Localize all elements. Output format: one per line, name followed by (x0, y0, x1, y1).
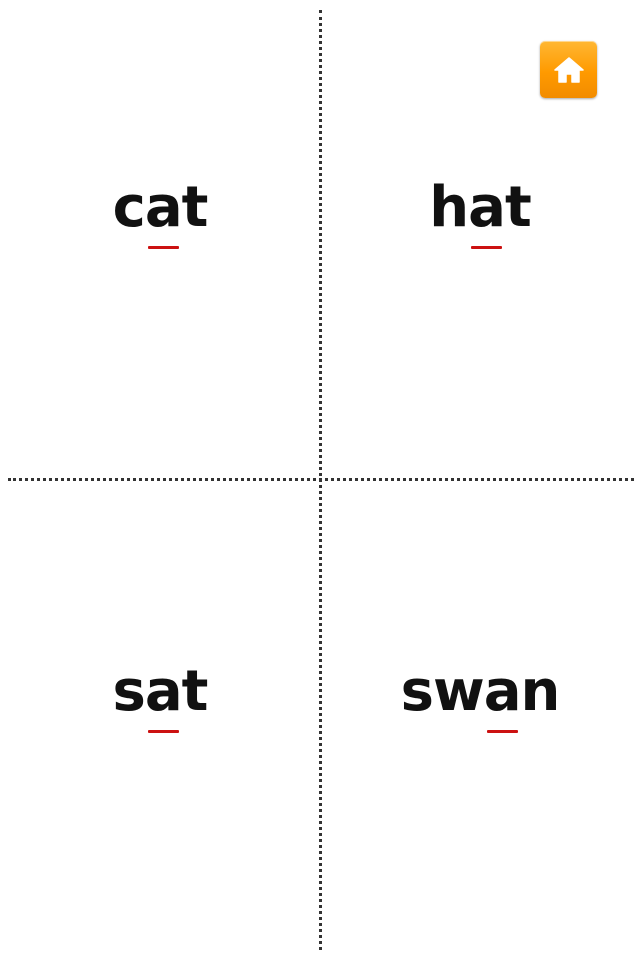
home-button[interactable] (540, 41, 597, 98)
focus-letter: a (144, 659, 183, 733)
word-card-hat[interactable]: hat (320, 0, 640, 470)
focus-letter: a (468, 175, 506, 249)
horizontal-divider (8, 478, 634, 481)
word-card-cat[interactable]: cat (0, 0, 320, 470)
word-text[interactable]: hat (320, 175, 640, 249)
word-suffix: t (181, 659, 209, 724)
word-text[interactable]: swan (320, 659, 640, 733)
home-icon (553, 56, 584, 83)
word-card-sat[interactable]: sat (0, 480, 320, 950)
focus-letter: a (483, 659, 521, 733)
word-suffix: n (520, 659, 561, 724)
word-suffix: t (181, 175, 209, 240)
focus-letter: a (144, 175, 183, 249)
word-text[interactable]: sat (0, 659, 320, 733)
word-text[interactable]: cat (0, 175, 320, 249)
word-prefix: s (112, 659, 146, 724)
word-prefix: c (112, 175, 146, 240)
word-prefix: sw (400, 659, 485, 724)
word-prefix: h (429, 175, 469, 240)
word-suffix: t (504, 175, 532, 240)
word-card-swan[interactable]: swan (320, 480, 640, 950)
